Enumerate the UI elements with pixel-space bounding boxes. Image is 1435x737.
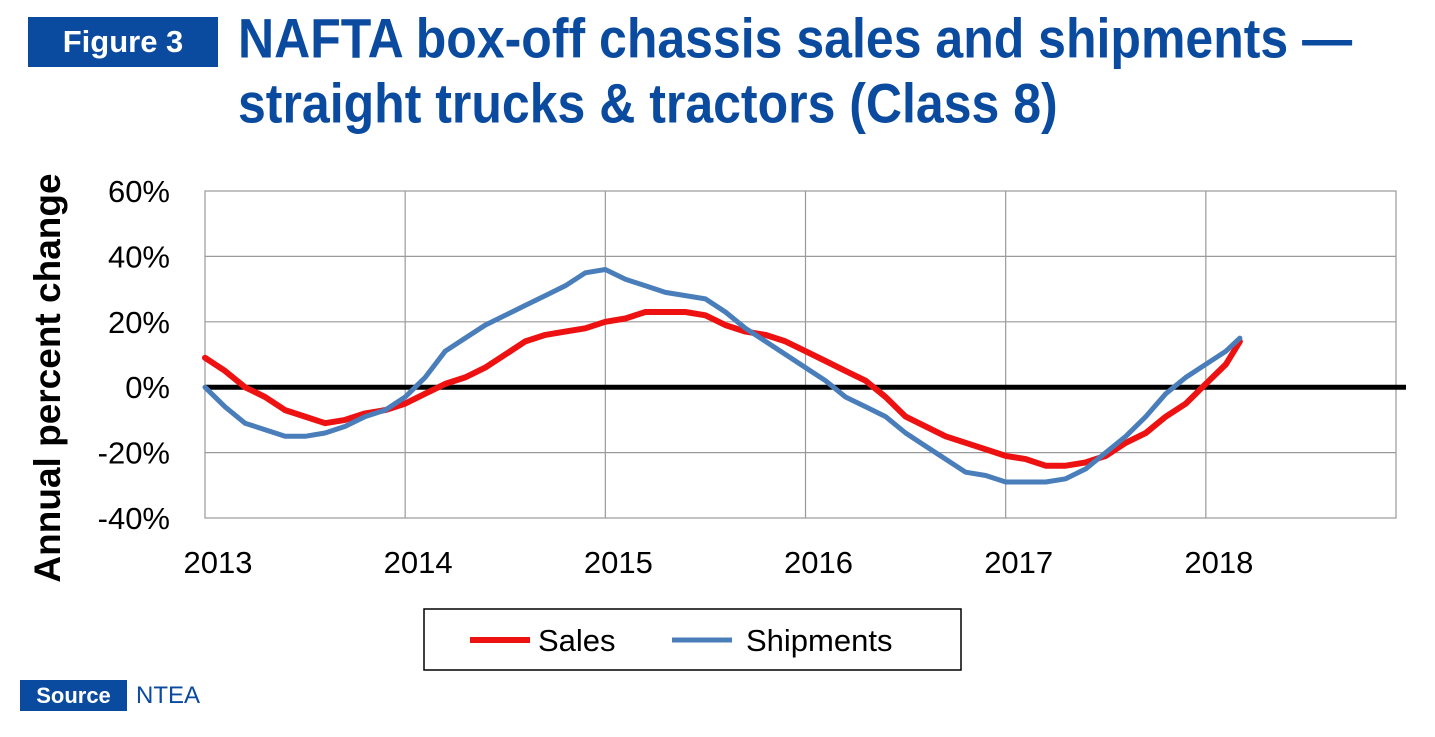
x-tick-labels: 2013 2014 2015 2016 2017 2018 bbox=[184, 545, 1254, 580]
chart-title-line2: straight trucks & tractors (Class 8) bbox=[238, 72, 1058, 135]
series-line-shipments bbox=[202, 267, 1243, 485]
figure-label: Figure 3 bbox=[28, 17, 218, 67]
x-tick-label: 2013 bbox=[184, 545, 253, 580]
legend: Sales Shipments bbox=[423, 608, 962, 671]
source-value: NTEA bbox=[136, 681, 201, 709]
source-label: Source bbox=[20, 680, 127, 711]
plot-area bbox=[204, 190, 1397, 519]
x-tick-label: 2014 bbox=[384, 545, 453, 580]
chart-title: NAFTA box-off chassis sales and shipment… bbox=[238, 6, 1418, 136]
legend-label-sales: Sales bbox=[538, 623, 616, 658]
x-tick-label: 2015 bbox=[584, 545, 653, 580]
y-tick-label: -20% bbox=[98, 436, 170, 471]
x-tick-label: 2017 bbox=[984, 545, 1053, 580]
chart-title-line1: NAFTA box-off chassis sales and shipment… bbox=[238, 7, 1353, 70]
y-tick-label: 40% bbox=[108, 239, 170, 274]
y-tick-label: 60% bbox=[108, 174, 170, 209]
legend-label-shipments: Shipments bbox=[746, 623, 892, 658]
y-tick-labels: -40% -20% 0% 20% 40% 60% bbox=[98, 174, 170, 536]
data-series bbox=[202, 267, 1243, 485]
y-axis-label: Annual percent change bbox=[27, 173, 68, 582]
y-tick-label: 0% bbox=[125, 370, 170, 405]
x-tick-label: 2016 bbox=[784, 545, 853, 580]
y-tick-label: 20% bbox=[108, 305, 170, 340]
x-tick-label: 2018 bbox=[1184, 545, 1253, 580]
y-tick-label: -40% bbox=[98, 501, 170, 536]
